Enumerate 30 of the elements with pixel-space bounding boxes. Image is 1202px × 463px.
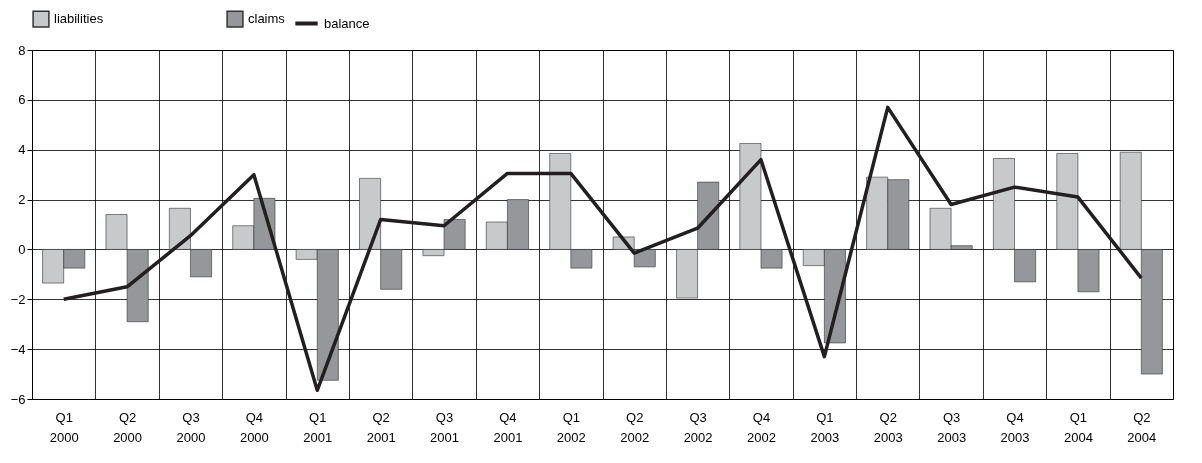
y-tick-label: −2 — [10, 291, 26, 307]
x-tick-label: Q2 2003 — [873, 409, 903, 445]
x-tick-label: Q3 2003 — [937, 409, 967, 445]
y-tick-label: 2 — [18, 192, 26, 208]
x-tick-label: Q1 2004 — [1063, 409, 1093, 445]
x-tick-label: Q2 2000 — [113, 409, 143, 445]
x-tick-label: Q4 2000 — [239, 409, 269, 445]
x-tick-label: Q3 2001 — [430, 409, 459, 445]
x-tick-label: Q3 2000 — [176, 409, 206, 445]
y-tick-label: 6 — [18, 92, 26, 108]
y-tick-label: −4 — [10, 341, 26, 357]
y-tick-label: −6 — [10, 391, 26, 407]
y-tick-label: 8 — [18, 42, 26, 58]
x-tick-label: Q4 2002 — [747, 409, 776, 445]
x-tick-label: Q3 2002 — [683, 409, 713, 445]
x-tick-label: Q2 2004 — [1127, 409, 1157, 445]
legend-label: balance — [324, 15, 370, 31]
legend-label: claims — [248, 11, 286, 27]
x-tick-label: Q4 2001 — [493, 409, 523, 445]
legend-label: liabilities — [54, 11, 104, 27]
x-tick-label: Q2 2001 — [366, 409, 396, 445]
x-tick-label: Q1 2002 — [556, 409, 586, 445]
x-tick-label: Q2 2002 — [620, 409, 650, 445]
y-tick-label: 0 — [18, 241, 26, 257]
x-tick-label: Q1 2001 — [303, 409, 333, 445]
y-tick-label: 4 — [18, 142, 26, 158]
line-series — [61, 105, 1144, 393]
x-tick-label: Q1 2000 — [49, 409, 79, 445]
x-tick-label: Q1 2003 — [810, 409, 840, 445]
x-tick-label: Q4 2003 — [1000, 409, 1030, 445]
